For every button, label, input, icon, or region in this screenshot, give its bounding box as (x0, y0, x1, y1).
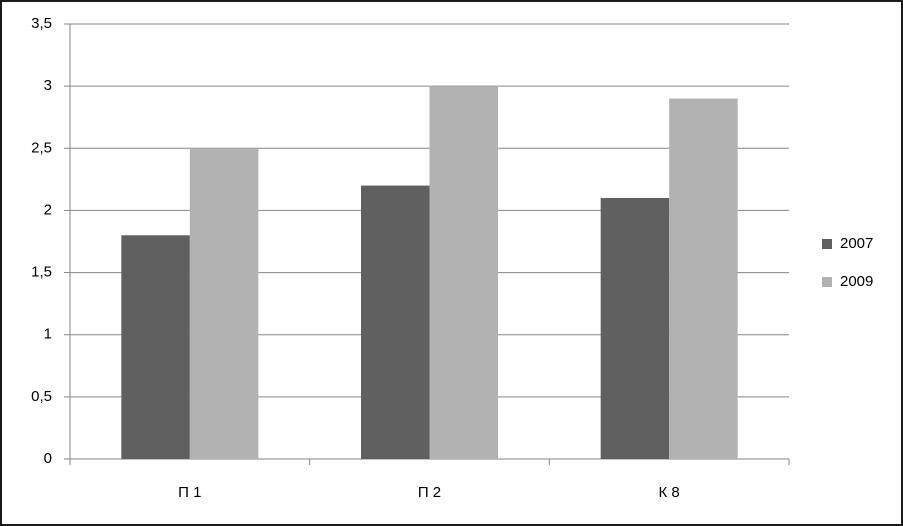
y-tick-label: 1,5 (31, 264, 52, 281)
y-tick-label: 3 (44, 77, 52, 94)
x-tick-label: П 2 (418, 484, 441, 501)
legend-swatch (822, 239, 832, 249)
bar (361, 185, 430, 460)
y-tick-label: 3,5 (31, 15, 52, 32)
bar (600, 198, 670, 459)
y-tick-label: 0,5 (31, 388, 52, 405)
x-tick-label: К 8 (659, 484, 680, 501)
bar (669, 98, 738, 460)
y-tick-label: 1 (44, 326, 52, 343)
y-tick-label: 2,5 (31, 139, 52, 156)
legend-label: 2009 (840, 273, 873, 290)
bar (121, 235, 190, 459)
y-tick-label: 0 (44, 450, 52, 467)
x-tick-label: П 1 (178, 484, 201, 501)
bar (429, 86, 498, 460)
bar (189, 148, 259, 460)
y-tick-label: 2 (44, 201, 52, 218)
legend-swatch (822, 277, 832, 287)
legend-label: 2007 (840, 235, 873, 252)
